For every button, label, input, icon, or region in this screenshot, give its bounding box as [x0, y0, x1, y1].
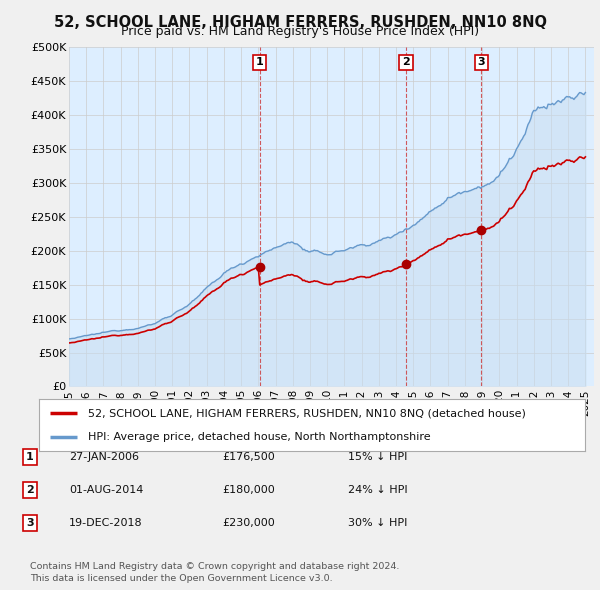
Text: 2: 2: [402, 57, 410, 67]
Text: 52, SCHOOL LANE, HIGHAM FERRERS, RUSHDEN, NN10 8NQ (detached house): 52, SCHOOL LANE, HIGHAM FERRERS, RUSHDEN…: [88, 408, 526, 418]
Text: 01-AUG-2014: 01-AUG-2014: [69, 486, 143, 495]
Text: £230,000: £230,000: [222, 519, 275, 528]
Text: 19-DEC-2018: 19-DEC-2018: [69, 519, 143, 528]
Text: HPI: Average price, detached house, North Northamptonshire: HPI: Average price, detached house, Nort…: [88, 432, 431, 442]
Text: 3: 3: [26, 519, 34, 528]
Text: £176,500: £176,500: [222, 453, 275, 462]
Text: 24% ↓ HPI: 24% ↓ HPI: [348, 486, 407, 495]
Text: Price paid vs. HM Land Registry's House Price Index (HPI): Price paid vs. HM Land Registry's House …: [121, 25, 479, 38]
Text: 15% ↓ HPI: 15% ↓ HPI: [348, 453, 407, 462]
Text: Contains HM Land Registry data © Crown copyright and database right 2024.
This d: Contains HM Land Registry data © Crown c…: [30, 562, 400, 583]
Text: £180,000: £180,000: [222, 486, 275, 495]
Text: 52, SCHOOL LANE, HIGHAM FERRERS, RUSHDEN, NN10 8NQ: 52, SCHOOL LANE, HIGHAM FERRERS, RUSHDEN…: [53, 15, 547, 30]
Text: 27-JAN-2006: 27-JAN-2006: [69, 453, 139, 462]
Text: 30% ↓ HPI: 30% ↓ HPI: [348, 519, 407, 528]
Text: 2: 2: [26, 486, 34, 495]
Text: 1: 1: [26, 453, 34, 462]
Text: 1: 1: [256, 57, 263, 67]
Text: 3: 3: [478, 57, 485, 67]
